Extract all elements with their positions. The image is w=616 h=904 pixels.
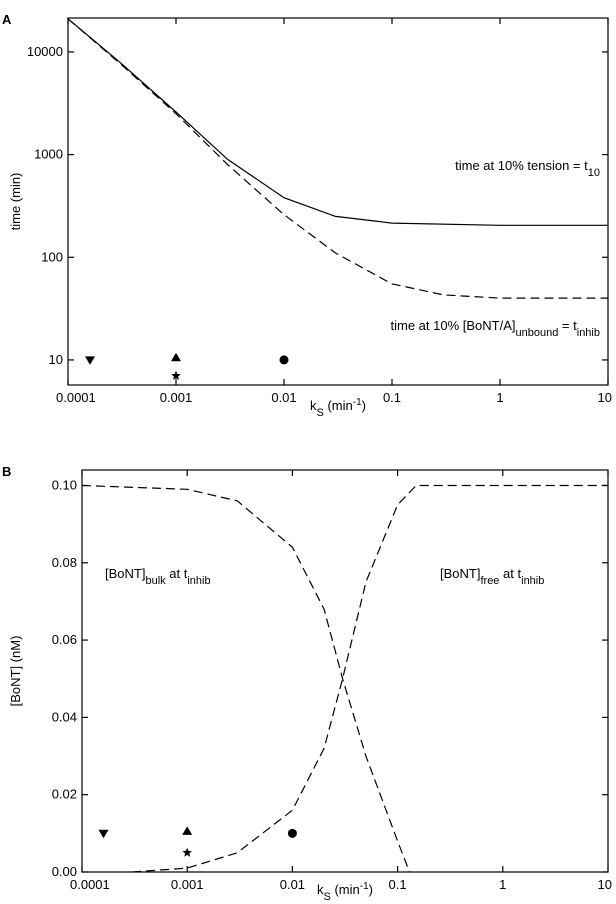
text-part: inhib [521,575,544,587]
y-tick-label: 0.02 [52,787,77,802]
x-tick-label: 0.0001 [70,877,110,892]
annotation: time at 10% [BoNT/A]unbound = tinhib [390,318,600,339]
text-part: 10 [588,167,600,179]
marker [182,826,193,835]
x-tick-label: 0.001 [171,877,204,892]
text-part: ) [362,398,366,413]
text-part: ) [369,882,373,897]
text-part: bulk [145,575,166,587]
annotation: [BoNT]bulk at tinhib [105,566,211,587]
text-part: S [324,891,331,903]
text-part: [BoNT] (nM) [8,636,23,707]
y-tick-label: 0.08 [52,555,77,570]
y-axis-label: time (min) [8,173,23,231]
annotation: time at 10% tension = t10 [455,158,600,179]
x-tick-label: 10 [598,390,612,405]
text-part: inhib [187,575,210,587]
marker [85,356,95,365]
plot-frame [81,469,609,873]
panel-label: A [2,12,12,27]
y-tick-label: 100 [41,249,63,264]
text-part: time at 10% tension = t [455,158,588,173]
text-part: [BoNT] [440,566,480,581]
text-part: time at 10% [BoNT/A] [390,318,515,333]
panel-label: B [2,464,11,479]
curve [81,484,411,873]
text-part: inhib [577,327,600,339]
text-part: [BoNT] [105,566,145,581]
text-part: = t [558,318,577,333]
marker [279,355,289,365]
text-part: -1 [360,881,369,892]
marker [182,847,192,857]
text-part: (min [331,882,360,897]
y-tick-label: 10000 [27,44,63,59]
marker [171,352,181,362]
y-axis-label: [BoNT] (nM) [8,636,23,707]
x-tick-label: 10 [598,877,612,892]
y-tick-label: 0.10 [52,477,77,492]
text-part: S [317,407,324,419]
marker [287,828,297,838]
marker [171,370,181,380]
x-tick-label: 1 [496,390,503,405]
x-tick-label: 0.0001 [56,390,96,405]
y-tick-label: 1000 [34,147,63,162]
x-tick-label: 0.01 [280,877,305,892]
text-part: unbound [515,327,558,339]
x-axis-label: kS (min-1) [310,397,366,420]
text-part: k [310,398,317,413]
annotation: [BoNT]free at tinhib [440,566,544,587]
x-tick-label: 0.01 [271,390,296,405]
curve [67,18,608,299]
text-part: free [480,575,499,587]
marker [98,829,109,839]
text-part: time (min) [8,173,23,231]
text-part: -1 [353,397,362,408]
x-tick-label: 0.1 [383,390,401,405]
x-tick-label: 1 [499,877,506,892]
x-tick-label: 0.1 [389,877,407,892]
x-axis-label: kS (min-1) [317,881,373,904]
curve [132,484,608,873]
text-part: at t [166,566,188,581]
y-tick-label: 0.00 [52,864,77,879]
curve [67,18,608,226]
y-tick-label: 0.06 [52,632,77,647]
text-part: k [317,882,324,897]
text-part: at t [499,566,521,581]
y-tick-label: 10 [49,352,63,367]
plot-frame [67,17,609,386]
y-tick-label: 0.04 [52,709,77,724]
x-tick-label: 0.001 [160,390,193,405]
text-part: (min [324,398,353,413]
